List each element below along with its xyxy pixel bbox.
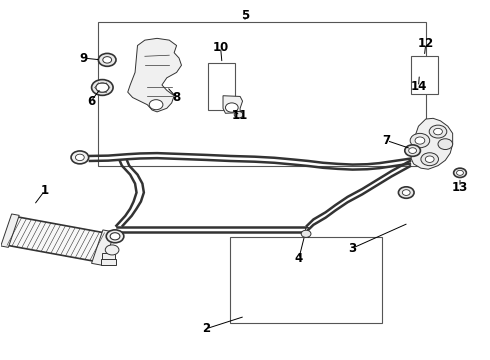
Circle shape — [429, 125, 447, 138]
Bar — [208, 63, 235, 110]
Circle shape — [415, 137, 425, 144]
Circle shape — [410, 134, 430, 148]
Bar — [1, 214, 19, 247]
Circle shape — [92, 80, 113, 95]
Bar — [230, 237, 382, 323]
Circle shape — [234, 112, 243, 118]
Polygon shape — [411, 118, 453, 169]
Bar — [411, 56, 438, 94]
Text: 8: 8 — [172, 91, 181, 104]
Circle shape — [110, 233, 120, 240]
Circle shape — [71, 151, 89, 164]
Text: 5: 5 — [241, 9, 249, 22]
Circle shape — [454, 168, 466, 177]
Text: 3: 3 — [348, 242, 357, 255]
Bar — [92, 230, 115, 266]
Text: 11: 11 — [232, 109, 248, 122]
Circle shape — [421, 153, 439, 166]
Circle shape — [301, 230, 311, 237]
Bar — [102, 253, 115, 260]
Circle shape — [106, 230, 124, 243]
Text: 4: 4 — [294, 252, 303, 265]
Polygon shape — [223, 96, 243, 113]
Text: 13: 13 — [452, 181, 468, 194]
Text: 10: 10 — [213, 41, 229, 54]
Text: 6: 6 — [87, 95, 95, 108]
Circle shape — [98, 53, 116, 66]
Circle shape — [105, 245, 119, 255]
Circle shape — [398, 187, 414, 198]
Circle shape — [434, 129, 442, 135]
Circle shape — [75, 154, 84, 161]
Circle shape — [409, 148, 416, 153]
Text: 1: 1 — [41, 184, 49, 197]
Text: 2: 2 — [202, 322, 210, 335]
Circle shape — [103, 57, 112, 63]
Circle shape — [457, 170, 464, 175]
Text: 7: 7 — [383, 134, 391, 147]
Circle shape — [405, 145, 420, 156]
Polygon shape — [128, 39, 181, 112]
Circle shape — [225, 103, 238, 112]
Text: 12: 12 — [417, 37, 434, 50]
Circle shape — [402, 190, 410, 195]
Bar — [101, 259, 116, 265]
Circle shape — [149, 100, 163, 110]
Text: 14: 14 — [410, 80, 427, 93]
Circle shape — [438, 139, 453, 149]
Text: 9: 9 — [80, 51, 88, 64]
Bar — [7, 217, 104, 261]
Circle shape — [425, 156, 434, 162]
Bar — [98, 22, 426, 166]
Circle shape — [96, 83, 109, 92]
